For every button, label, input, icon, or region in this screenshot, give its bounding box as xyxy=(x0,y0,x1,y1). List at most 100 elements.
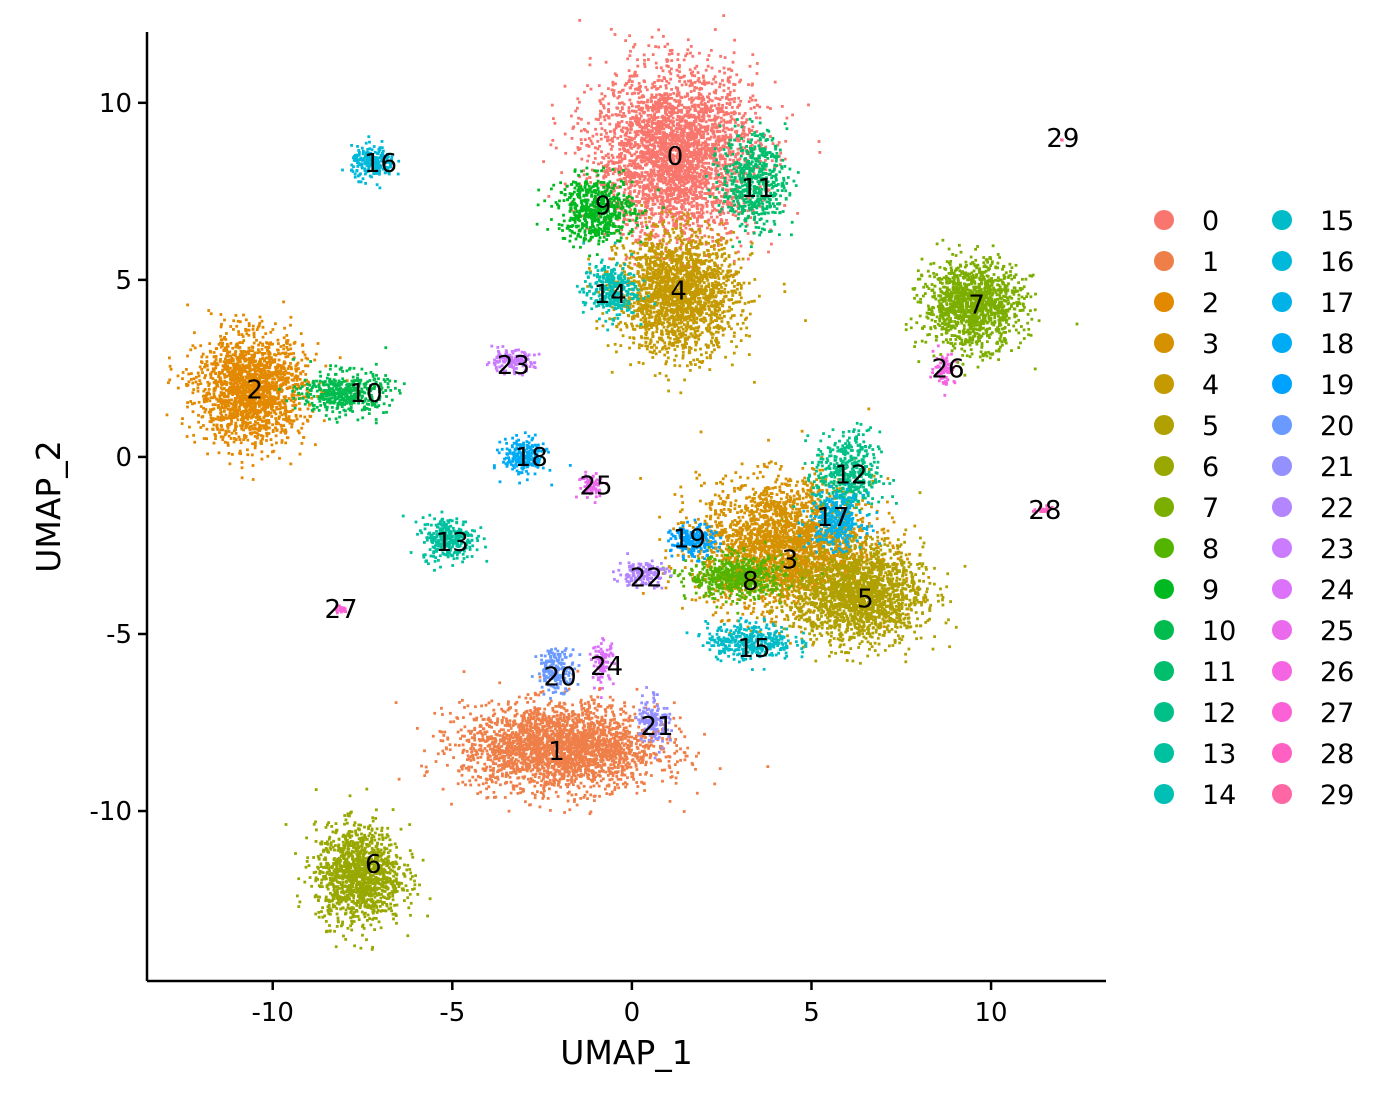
point xyxy=(636,123,639,126)
point xyxy=(599,110,602,113)
point xyxy=(662,35,665,38)
point xyxy=(605,738,608,741)
point xyxy=(507,738,510,741)
point xyxy=(672,120,675,123)
point xyxy=(624,134,627,137)
point xyxy=(619,135,622,138)
point xyxy=(672,92,675,95)
point xyxy=(713,126,716,129)
point xyxy=(705,69,708,72)
point xyxy=(698,123,701,126)
point xyxy=(567,771,570,774)
point xyxy=(652,200,655,203)
point xyxy=(714,92,717,95)
point xyxy=(697,97,700,100)
point xyxy=(751,53,754,56)
point xyxy=(578,19,581,22)
point xyxy=(630,184,633,187)
point xyxy=(643,59,646,62)
point xyxy=(695,65,698,68)
point xyxy=(634,43,637,46)
point xyxy=(710,168,713,171)
point xyxy=(737,251,740,254)
point xyxy=(689,151,692,154)
point xyxy=(655,88,658,91)
point xyxy=(624,188,627,191)
point xyxy=(719,98,722,101)
point xyxy=(510,727,513,730)
point xyxy=(746,134,749,137)
point xyxy=(602,737,605,740)
point xyxy=(737,153,740,156)
point xyxy=(536,756,539,759)
point xyxy=(721,79,724,82)
point xyxy=(663,106,666,109)
point xyxy=(631,110,634,113)
point xyxy=(686,188,689,191)
point xyxy=(703,83,706,86)
point xyxy=(683,75,686,78)
point xyxy=(698,185,701,188)
point xyxy=(676,130,679,133)
point xyxy=(568,791,571,794)
point xyxy=(654,236,657,239)
point xyxy=(697,115,700,118)
point xyxy=(730,112,733,115)
point xyxy=(604,788,607,791)
point xyxy=(701,115,704,118)
point xyxy=(660,148,663,151)
point xyxy=(721,155,724,158)
point xyxy=(686,194,689,197)
point xyxy=(607,108,610,111)
point xyxy=(621,101,624,104)
point xyxy=(593,702,596,705)
point xyxy=(669,78,672,81)
point xyxy=(689,124,692,127)
point xyxy=(534,796,537,799)
point xyxy=(751,129,754,132)
point xyxy=(559,717,562,720)
point xyxy=(625,82,628,85)
point xyxy=(660,157,663,160)
point xyxy=(581,714,584,717)
point xyxy=(660,66,663,69)
point xyxy=(709,174,712,177)
point xyxy=(659,218,662,221)
point xyxy=(478,784,481,787)
point xyxy=(769,135,772,138)
point xyxy=(637,88,640,91)
point xyxy=(701,147,704,150)
point xyxy=(651,109,654,112)
point xyxy=(640,781,643,784)
point xyxy=(625,144,628,147)
point xyxy=(710,49,713,52)
point xyxy=(713,200,716,203)
point xyxy=(652,53,655,56)
point xyxy=(602,98,605,101)
point xyxy=(607,87,610,90)
point xyxy=(766,106,769,109)
point xyxy=(706,200,709,203)
point xyxy=(611,81,614,84)
point xyxy=(663,77,666,80)
point xyxy=(571,137,574,140)
point xyxy=(673,741,676,744)
point xyxy=(702,75,705,78)
point xyxy=(714,97,717,100)
point xyxy=(605,132,608,135)
point xyxy=(586,760,589,763)
point xyxy=(659,136,662,139)
point xyxy=(501,775,504,778)
point xyxy=(669,208,672,211)
point xyxy=(554,122,557,125)
point xyxy=(689,52,692,55)
point xyxy=(706,211,709,214)
point xyxy=(541,767,544,770)
point xyxy=(692,98,695,101)
point xyxy=(619,167,622,170)
point xyxy=(676,118,679,121)
point xyxy=(685,227,688,230)
point xyxy=(751,144,754,147)
point xyxy=(580,158,583,161)
point xyxy=(641,225,644,228)
